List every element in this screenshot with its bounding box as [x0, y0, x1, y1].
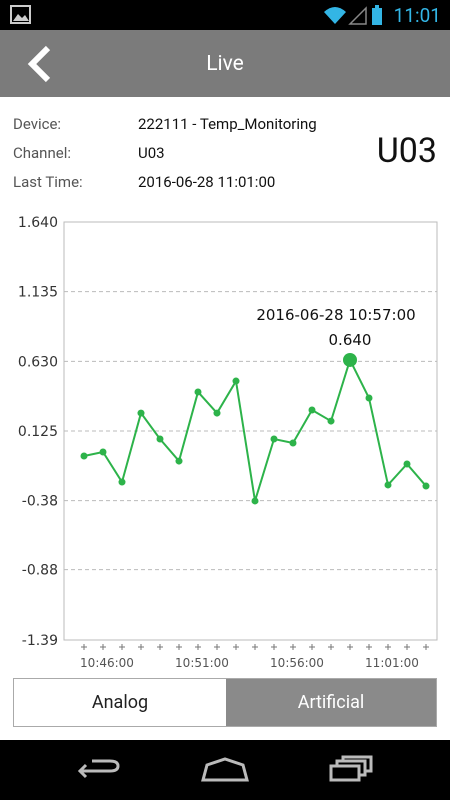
data-point: [403, 460, 411, 468]
signal-icons: [324, 5, 382, 25]
x-tick-mark: [328, 644, 334, 650]
data-point: [308, 406, 316, 414]
tab-artificial[interactable]: Artificial: [226, 679, 436, 726]
nav-buttons: [77, 755, 373, 782]
tab-group: Analog Artificial: [13, 678, 437, 727]
x-tick-mark: [347, 644, 353, 650]
y-tick-label: 0.630: [18, 354, 58, 370]
data-point: [343, 352, 357, 367]
value-label: 0.640: [329, 331, 372, 349]
x-tick-label: 10:46:00: [80, 656, 134, 670]
status-bar: 11:01: [0, 0, 450, 30]
x-tick-mark: [138, 644, 144, 650]
x-tick-mark: [252, 644, 258, 650]
data-point: [365, 394, 373, 402]
x-tick-mark: [385, 644, 391, 650]
x-tick-mark: [366, 644, 372, 650]
x-tick-mark: [233, 644, 239, 650]
nav-bar: [0, 740, 450, 800]
info-value: U03: [138, 144, 165, 162]
info-label: Last Time:: [13, 173, 83, 191]
nav-recents[interactable]: [329, 755, 373, 782]
data-point: [327, 417, 335, 425]
x-tick-mark: [176, 644, 182, 650]
y-tick-label: 1.640: [18, 215, 58, 231]
data-point: [118, 478, 126, 486]
data-point: [194, 388, 202, 396]
device-info: Device: 222111 - Temp_Monitoring Channel…: [0, 110, 450, 200]
x-tick-mark: [81, 644, 87, 650]
data-point: [422, 482, 430, 490]
point-annotation: 2016-06-28 10:57:00: [256, 306, 415, 324]
info-value: 2016-06-28 11:01:00: [138, 173, 276, 191]
x-tick-label: 11:01:00: [365, 656, 419, 670]
y-tick-label: -1.39: [22, 633, 58, 649]
info-label: Device:: [13, 115, 62, 133]
y-tick-label: -0.88: [22, 563, 58, 579]
y-tick-label: 0.125: [18, 424, 58, 440]
nav-home[interactable]: [201, 757, 249, 782]
x-tick-label: 10:56:00: [270, 656, 324, 670]
info-value: 222111 - Temp_Monitoring: [138, 115, 317, 133]
chart: 1.640 1.135 0.630 0.125 -0.38 -0.88 -1.39 10:46…: [18, 215, 438, 670]
screen-title: Live: [206, 52, 244, 76]
data-point: [99, 448, 107, 456]
app-bar: Live: [0, 30, 450, 97]
data-point: [251, 497, 259, 505]
x-tick-mark: [271, 644, 277, 650]
clock: 11:01: [393, 4, 441, 27]
x-tick-mark: [290, 644, 296, 650]
gallery-icon: [10, 5, 31, 24]
data-point: [156, 435, 164, 443]
back-button[interactable]: [24, 44, 54, 84]
y-tick-label: -0.38: [22, 494, 58, 510]
x-tick-mark: [214, 644, 220, 650]
data-point: [175, 457, 183, 465]
x-tick-mark: [309, 644, 315, 650]
x-tick-mark: [423, 644, 429, 650]
data-point: [270, 435, 278, 443]
data-point: [137, 409, 145, 417]
data-point: [213, 409, 221, 417]
data-point: [289, 439, 297, 447]
data-line: [83, 357, 427, 502]
channel-badge: U03: [376, 131, 437, 171]
x-tick-mark: [157, 644, 163, 650]
x-tick-mark: [119, 644, 125, 650]
data-point: [80, 452, 88, 460]
data-point: [232, 377, 240, 385]
tab-analog[interactable]: Analog: [14, 679, 226, 726]
info-label: Channel:: [13, 144, 71, 162]
data-point: [384, 481, 392, 489]
x-tick-mark: [100, 644, 106, 650]
x-tick-mark: [195, 644, 201, 650]
y-tick-label: 1.135: [18, 285, 58, 301]
x-tick-mark: [404, 644, 410, 650]
x-tick-label: 10:51:00: [175, 656, 229, 670]
nav-back[interactable]: [77, 759, 120, 779]
